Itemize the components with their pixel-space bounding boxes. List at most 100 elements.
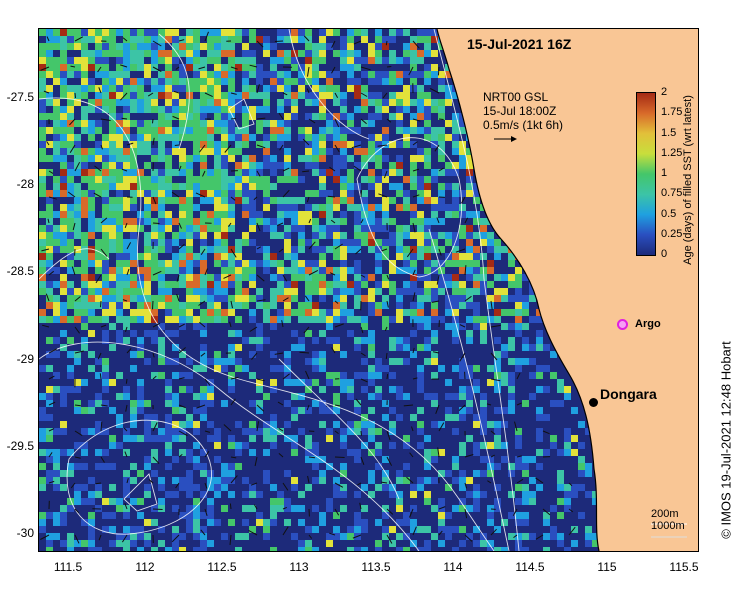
sst-pixel xyxy=(109,43,116,50)
sst-pixel xyxy=(235,92,242,99)
sst-pixel xyxy=(172,372,179,379)
sst-pixel xyxy=(585,491,592,498)
sst-pixel xyxy=(214,246,221,253)
sst-pixel xyxy=(403,309,410,316)
sst-pixel xyxy=(270,120,277,127)
sst-pixel xyxy=(39,162,46,169)
sst-pixel xyxy=(326,505,333,512)
sst-pixel xyxy=(319,232,326,239)
sst-pixel xyxy=(81,71,88,78)
sst-pixel xyxy=(452,484,459,491)
sst-pixel xyxy=(207,400,214,407)
sst-pixel xyxy=(515,477,522,484)
sst-pixel xyxy=(382,169,389,176)
sst-pixel xyxy=(88,225,95,232)
sst-pixel xyxy=(536,372,543,379)
sst-pixel xyxy=(305,498,312,505)
sst-pixel xyxy=(291,456,298,463)
sst-pixel xyxy=(95,337,102,344)
sst-pixel xyxy=(53,512,60,519)
sst-pixel xyxy=(361,393,368,400)
sst-pixel xyxy=(249,407,256,414)
sst-pixel xyxy=(473,288,480,295)
sst-pixel xyxy=(410,183,417,190)
sst-pixel xyxy=(130,260,137,267)
sst-pixel xyxy=(543,449,550,456)
sst-pixel xyxy=(333,505,340,512)
sst-pixel xyxy=(333,176,340,183)
sst-pixel xyxy=(228,365,235,372)
sst-pixel xyxy=(284,330,291,337)
sst-pixel xyxy=(494,365,501,372)
sst-pixel xyxy=(424,393,431,400)
sst-pixel xyxy=(291,512,298,519)
sst-pixel xyxy=(361,407,368,414)
sst-pixel xyxy=(452,337,459,344)
sst-pixel xyxy=(571,407,578,414)
sst-pixel xyxy=(396,134,403,141)
sst-pixel xyxy=(67,29,74,36)
sst-pixel xyxy=(452,309,459,316)
sst-pixel xyxy=(550,428,557,435)
sst-pixel xyxy=(515,428,522,435)
sst-pixel xyxy=(585,498,592,505)
sst-pixel xyxy=(452,169,459,176)
sst-pixel xyxy=(291,246,298,253)
sst-pixel xyxy=(151,463,158,470)
sst-pixel xyxy=(123,57,130,64)
sst-pixel xyxy=(382,393,389,400)
sst-pixel xyxy=(445,358,452,365)
sst-pixel xyxy=(333,442,340,449)
sst-pixel xyxy=(193,92,200,99)
sst-pixel xyxy=(53,365,60,372)
sst-pixel xyxy=(60,260,67,267)
sst-pixel xyxy=(263,176,270,183)
sst-pixel xyxy=(137,463,144,470)
sst-pixel xyxy=(536,505,543,512)
sst-pixel xyxy=(382,456,389,463)
sst-pixel xyxy=(88,155,95,162)
sst-pixel xyxy=(172,29,179,36)
sst-pixel xyxy=(165,78,172,85)
sst-pixel xyxy=(522,491,529,498)
sst-pixel xyxy=(592,491,599,498)
sst-pixel xyxy=(417,232,424,239)
sst-pixel xyxy=(158,64,165,71)
sst-pixel xyxy=(172,302,179,309)
sst-pixel xyxy=(242,183,249,190)
sst-pixel xyxy=(333,358,340,365)
sst-pixel xyxy=(144,449,151,456)
sst-pixel xyxy=(95,197,102,204)
sst-pixel xyxy=(291,134,298,141)
sst-pixel xyxy=(102,134,109,141)
sst-pixel xyxy=(347,225,354,232)
sst-pixel xyxy=(480,309,487,316)
sst-pixel xyxy=(536,456,543,463)
sst-pixel xyxy=(368,393,375,400)
sst-pixel xyxy=(214,127,221,134)
sst-pixel xyxy=(333,274,340,281)
sst-pixel xyxy=(158,295,165,302)
sst-pixel xyxy=(228,183,235,190)
sst-pixel xyxy=(277,365,284,372)
sst-pixel xyxy=(200,358,207,365)
sst-pixel xyxy=(74,232,81,239)
sst-pixel xyxy=(102,225,109,232)
sst-pixel xyxy=(403,169,410,176)
sst-pixel xyxy=(116,470,123,477)
sst-pixel xyxy=(228,449,235,456)
sst-pixel xyxy=(459,323,466,330)
sst-pixel xyxy=(74,176,81,183)
sst-pixel xyxy=(200,246,207,253)
sst-pixel xyxy=(137,113,144,120)
sst-pixel xyxy=(221,43,228,50)
sst-pixel xyxy=(459,491,466,498)
sst-pixel xyxy=(277,288,284,295)
sst-pixel xyxy=(228,288,235,295)
sst-pixel xyxy=(361,211,368,218)
sst-pixel xyxy=(249,393,256,400)
sst-pixel xyxy=(144,120,151,127)
sst-pixel xyxy=(466,330,473,337)
sst-pixel xyxy=(263,330,270,337)
sst-pixel xyxy=(95,309,102,316)
